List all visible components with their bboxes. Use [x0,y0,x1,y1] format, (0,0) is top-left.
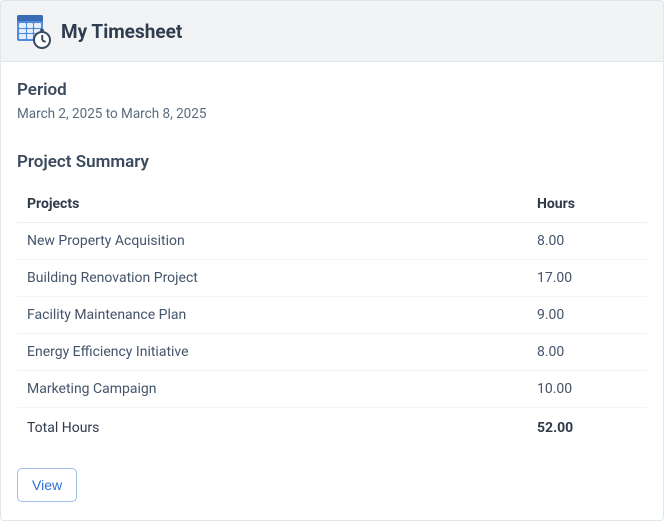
project-summary-title: Project Summary [17,152,647,172]
cell-project: Energy Efficiency Initiative [17,334,527,371]
table-total-row: Total Hours 52.00 [17,408,647,447]
total-label: Total Hours [17,408,527,447]
project-summary-table: Projects Hours New Property Acquisition … [17,186,647,446]
cell-hours: 8.00 [527,223,647,260]
table-row: Building Renovation Project 17.00 [17,260,647,297]
period-label: Period [17,80,647,100]
view-button[interactable]: View [17,468,77,502]
table-row: Marketing Campaign 10.00 [17,371,647,408]
table-row: Energy Efficiency Initiative 8.00 [17,334,647,371]
cell-hours: 9.00 [527,297,647,334]
table-row: Facility Maintenance Plan 9.00 [17,297,647,334]
period-range: March 2, 2025 to March 8, 2025 [17,106,647,122]
timesheet-icon [17,15,49,47]
col-header-projects: Projects [17,186,527,223]
card-body: Period March 2, 2025 to March 8, 2025 Pr… [1,62,663,520]
card-title: My Timesheet [61,20,182,43]
actions-row: View [17,468,647,502]
cell-hours: 10.00 [527,371,647,408]
table-row: New Property Acquisition 8.00 [17,223,647,260]
cell-project: Marketing Campaign [17,371,527,408]
card-header: My Timesheet [1,1,663,62]
cell-project: New Property Acquisition [17,223,527,260]
cell-project: Facility Maintenance Plan [17,297,527,334]
col-header-hours: Hours [527,186,647,223]
table-header-row: Projects Hours [17,186,647,223]
total-hours: 52.00 [527,408,647,447]
timesheet-card: My Timesheet Period March 2, 2025 to Mar… [0,0,664,521]
cell-hours: 17.00 [527,260,647,297]
cell-hours: 8.00 [527,334,647,371]
cell-project: Building Renovation Project [17,260,527,297]
